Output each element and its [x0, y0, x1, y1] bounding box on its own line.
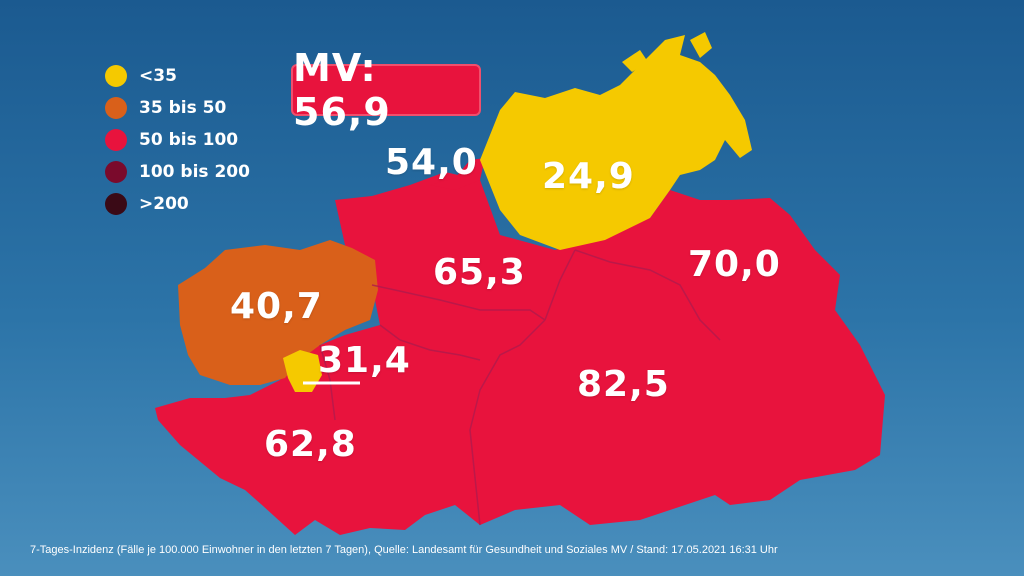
- region-borders: [319, 249, 721, 526]
- legend-swatch-icon: [105, 65, 127, 87]
- legend-swatch-icon: [105, 193, 127, 215]
- legend-item: 50 bis 100: [105, 124, 250, 156]
- legend-label: >200: [139, 194, 189, 214]
- legend-item: 35 bis 50: [105, 92, 250, 124]
- region-shape-west: [178, 240, 378, 385]
- legend-swatch-icon: [105, 161, 127, 183]
- region-value-label: 62,8: [264, 424, 357, 465]
- region-value-label: 40,7: [230, 286, 323, 327]
- source-footnote: 7-Tages-Inzidenz (Fälle je 100.000 Einwo…: [30, 544, 778, 556]
- legend-label: 50 bis 100: [139, 130, 239, 150]
- legend-item: 100 bis 200: [105, 156, 250, 188]
- region-value-label: 54,0: [385, 142, 478, 183]
- region-value-label: 65,3: [433, 252, 526, 293]
- region-value-label: 82,5: [577, 364, 670, 405]
- legend-label: 35 bis 50: [139, 98, 227, 118]
- region-value-label: 24,9: [542, 156, 635, 197]
- region-shape-coast: [480, 35, 752, 250]
- region-shape-wismar-coast: [430, 158, 485, 190]
- legend-swatch-icon: [105, 97, 127, 119]
- island-shape: [622, 50, 648, 72]
- legend-label: <35: [139, 66, 177, 86]
- legend-item: <35: [105, 60, 250, 92]
- region-shape-mainland: [155, 172, 885, 535]
- region-value-label: 70,0: [688, 244, 781, 285]
- legend-label: 100 bis 200: [139, 162, 250, 182]
- legend-item: >200: [105, 188, 250, 220]
- region-value-label: 31,4: [318, 340, 411, 381]
- legend: <35 35 bis 50 50 bis 100 100 bis 200 >20…: [105, 60, 250, 220]
- island-shape: [690, 32, 712, 58]
- legend-swatch-icon: [105, 129, 127, 151]
- state-total-badge: MV: 56,9: [291, 46, 481, 134]
